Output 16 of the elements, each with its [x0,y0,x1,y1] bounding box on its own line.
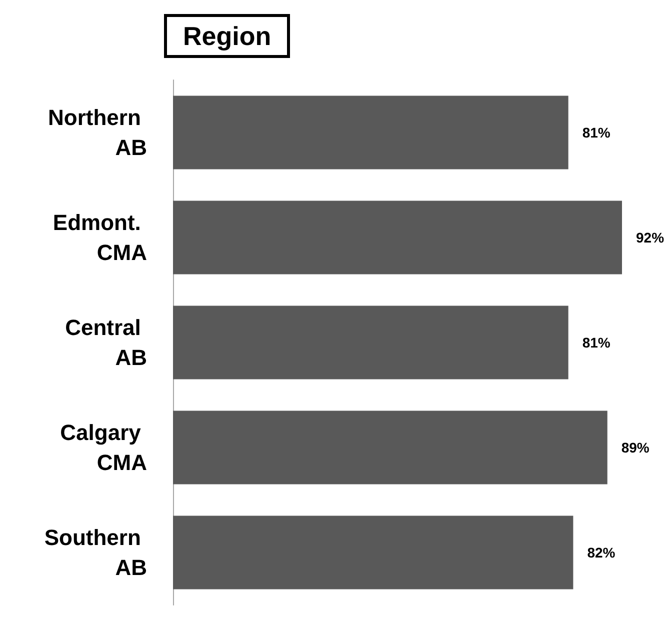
data-label: 81% [582,334,611,350]
data-label: 89% [621,440,650,456]
data-label: 81% [582,124,611,140]
bar [173,410,608,484]
y-tick-label: Edmont. CMA [52,210,148,265]
bar [173,306,568,380]
y-tick-label: Calgary CMA [60,420,148,475]
bar [173,516,574,590]
bar [173,96,568,170]
data-label: 92% [636,230,665,246]
y-tick-label: Southern AB [44,525,147,580]
bar [173,200,622,274]
chart-title: Region [183,21,272,51]
y-tick-label: Northern AB [48,105,147,160]
y-tick-label: Central AB [65,315,147,370]
data-label: 82% [587,544,616,560]
